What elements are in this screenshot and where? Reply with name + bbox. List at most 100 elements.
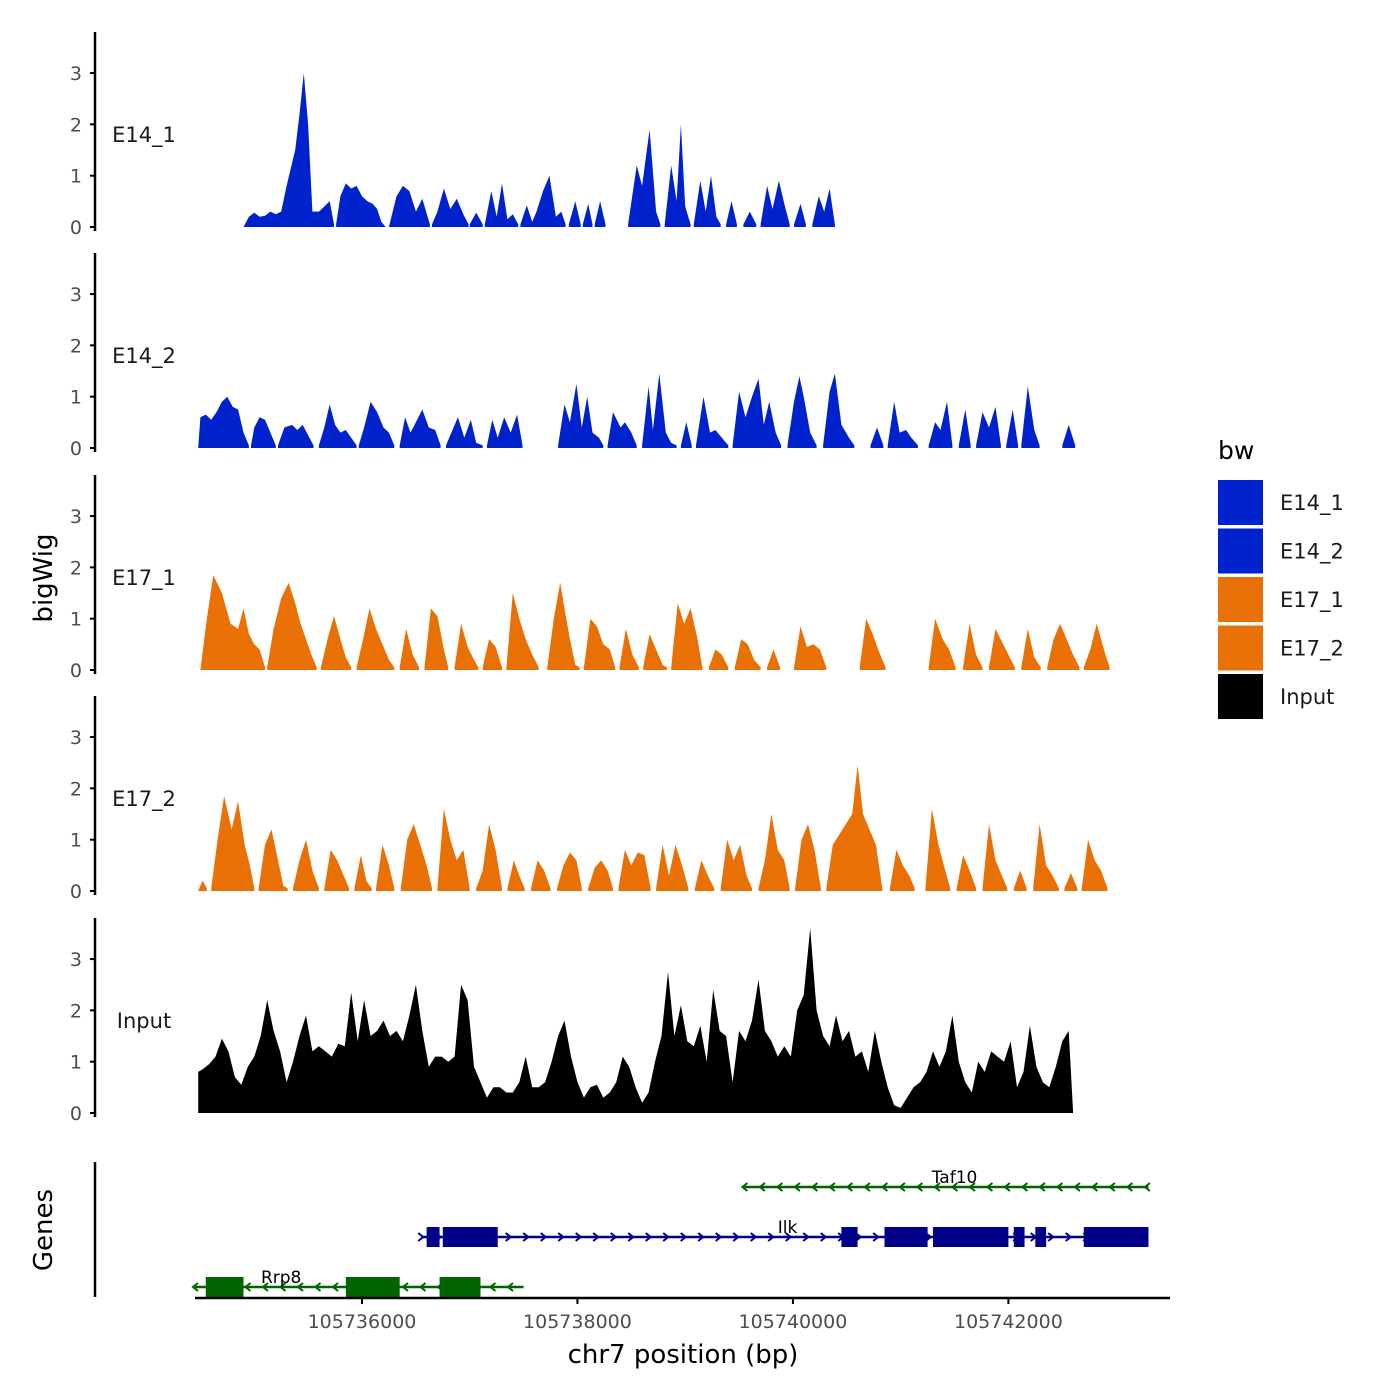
- signal-area-E17_1: [1047, 623, 1080, 670]
- signal-area-E17_1: [399, 628, 420, 670]
- signal-area-E17_1: [1021, 628, 1041, 670]
- signal-area-E17_1: [767, 649, 780, 670]
- signal-area-E17_1: [356, 608, 395, 670]
- signal-area-E14_1: [664, 124, 691, 227]
- gene-exon: [426, 1227, 440, 1247]
- signal-area-E14_1: [743, 211, 757, 227]
- y-tick-label: 1: [70, 166, 82, 188]
- signal-area-E14_2: [870, 427, 884, 448]
- signal-area-E17_2: [258, 829, 288, 891]
- gene-exon: [932, 1227, 1009, 1247]
- x-tick-label: 105736000: [308, 1311, 417, 1333]
- signal-area-E14_2: [787, 376, 817, 448]
- signal-area-E17_2: [694, 860, 715, 891]
- signal-area-E17_1: [671, 603, 703, 670]
- signal-area-E14_1: [520, 175, 566, 227]
- signal-area-E14_1: [243, 73, 334, 227]
- signal-area-E17_1: [708, 649, 729, 670]
- genes-axis-title: Genes: [29, 1189, 59, 1271]
- x-tick-label: 105742000: [954, 1311, 1063, 1333]
- legend: bw E14_1 E14_2 E17_1 E17_2 Input: [1218, 436, 1344, 719]
- signal-area-E17_1: [643, 634, 667, 670]
- signal-area-E14_2: [446, 417, 483, 448]
- signal-area-E17_2: [1013, 870, 1027, 891]
- gene-label: Ilk: [778, 1218, 798, 1238]
- legend-label: E14_1: [1280, 491, 1344, 516]
- y-tick-label: 2: [70, 778, 82, 800]
- y-tick-label: 3: [70, 284, 82, 306]
- signal-area-E14_1: [484, 183, 519, 227]
- signal-area-E14_2: [976, 406, 1001, 448]
- signal-area-E17_2: [925, 808, 951, 891]
- track-label: Input: [117, 1009, 171, 1033]
- y-tick-label: 0: [70, 1103, 82, 1125]
- signal-area-E17_1: [547, 582, 580, 670]
- x-axis: 105736000 105738000 105740000 105742000: [195, 1296, 1170, 1333]
- y-tick-label: 3: [70, 949, 82, 971]
- legend-key-Input: [1218, 674, 1263, 719]
- gene-exon: [345, 1277, 400, 1297]
- y-tick-label: 1: [70, 830, 82, 852]
- signal-area-E14_1: [693, 175, 721, 227]
- signal-area-E17_1: [734, 639, 761, 670]
- gene-exon: [442, 1227, 498, 1247]
- signal-area-E14_1: [760, 180, 790, 227]
- legend-key-E14_1: [1218, 480, 1263, 525]
- signal-area-E14_1: [628, 129, 661, 227]
- signal-area-E14_2: [318, 404, 357, 448]
- signal-area-E17_1: [482, 639, 502, 670]
- signal-area-E17_2: [376, 844, 395, 891]
- signal-area-E17_1: [321, 616, 352, 670]
- signal-area-E14_1: [432, 188, 469, 227]
- y-axis-title: bigWig: [29, 533, 59, 622]
- signal-area-E14_2: [823, 373, 855, 448]
- gene-exon: [205, 1277, 244, 1297]
- y-tick-label: 2: [70, 557, 82, 579]
- signal-area-E17_1: [267, 582, 317, 670]
- signal-area-E17_2: [1081, 839, 1108, 891]
- gene-Rrp8: Rrp8: [191, 1268, 524, 1297]
- signal-area-E17_2: [720, 839, 752, 891]
- y-tick-label: 3: [70, 727, 82, 749]
- signal-area-E14_2: [558, 383, 604, 448]
- signal-area-E14_1: [469, 212, 483, 227]
- signal-area-E17_1: [794, 626, 827, 670]
- signal-area-E17_2: [507, 860, 525, 891]
- signal-area-E17_2: [889, 849, 915, 891]
- signal-area-E14_2: [696, 396, 729, 448]
- signal-area-E17_2: [198, 880, 207, 891]
- track-E17_2: 0 1 2 3 E17_2: [70, 696, 1108, 903]
- signal-area-E14_2: [680, 422, 692, 448]
- signal-area-E14_2: [928, 401, 953, 448]
- track-label: E14_2: [112, 344, 176, 369]
- y-tick-label: 2: [70, 1000, 82, 1022]
- gene-exon: [884, 1227, 928, 1247]
- signal-tracks: 0 1 2 3 E14_1 0 1 2 3 E14_2 0 1 2 3 E17_1 0 1 2 3 E17_2 0 1 2 3…: [70, 32, 1110, 1125]
- signal-area-E14_2: [887, 401, 918, 448]
- gene-label: Taf10: [931, 1168, 978, 1188]
- signal-area-E17_2: [476, 824, 502, 891]
- signal-area-E17_2: [618, 849, 651, 891]
- y-tick-label: 0: [70, 660, 82, 682]
- signal-area-E14_2: [1062, 424, 1076, 448]
- signal-area-E17_1: [424, 608, 449, 670]
- signal-area-E17_2: [758, 814, 790, 891]
- gene-Taf10: Taf10: [740, 1168, 1151, 1192]
- signal-area-E14_2: [642, 373, 677, 448]
- signal-area-E17_2: [588, 860, 613, 891]
- y-tick-label: 2: [70, 335, 82, 357]
- signal-area-E14_2: [958, 409, 971, 448]
- signal-area-E14_1: [812, 188, 835, 227]
- signal-area-E17_1: [989, 628, 1015, 670]
- signal-area-E14_1: [726, 201, 737, 227]
- gene-exon: [1035, 1227, 1047, 1247]
- gene-exon: [841, 1227, 858, 1247]
- signal-area-E17_2: [826, 765, 883, 891]
- legend-label: E17_2: [1280, 637, 1344, 662]
- track-Input: 0 1 2 3 Input: [70, 918, 1073, 1125]
- signal-area-E17_2: [557, 852, 582, 891]
- signal-area-E14_2: [487, 414, 523, 448]
- signal-area-E14_2: [251, 417, 276, 448]
- signal-area-E14_2: [1006, 409, 1019, 448]
- track-E14_1: 0 1 2 3 E14_1: [70, 32, 835, 239]
